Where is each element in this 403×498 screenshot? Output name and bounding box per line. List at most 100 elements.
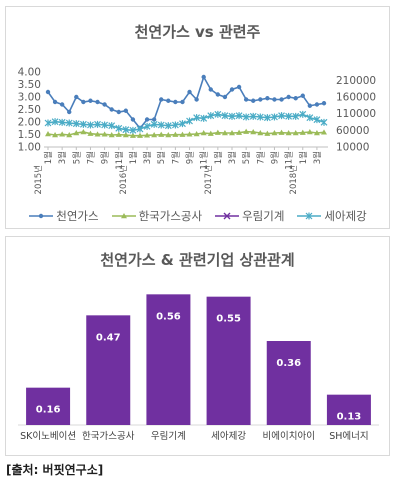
series-point-lng	[144, 117, 150, 122]
series-point-seah	[72, 120, 80, 128]
bar-category-label-3: 세아제강	[211, 431, 246, 442]
bar-chart-plot: 0.16 SK이노베이션 0.47 한국가스공사 0.56 우림기계 0.55 세아제강 0.3…	[18, 294, 379, 442]
series-point-seah	[313, 116, 321, 124]
series-point-lng	[265, 96, 270, 101]
x-tick-label-14: 5월	[241, 151, 252, 164]
series-point-lng	[279, 97, 284, 102]
series-point-lng	[194, 97, 199, 102]
series-point-seah	[65, 119, 73, 127]
series-point-kogas	[179, 131, 186, 137]
series-point-lng	[293, 96, 298, 101]
series-point-seah	[186, 117, 193, 125]
bar-category-label-2: 우림기계	[151, 430, 186, 442]
series-point-seah	[115, 124, 123, 132]
series-point-kogas	[59, 131, 66, 137]
x-tick-label-2: 5월	[71, 151, 82, 164]
x-tick-label-10: 9월	[185, 151, 196, 164]
series-point-lng	[159, 97, 164, 102]
bar-value-label-0: 0.16	[36, 405, 61, 416]
series-point-lng	[67, 109, 72, 115]
series-point-lng	[180, 99, 185, 105]
series-point-kogas	[200, 130, 207, 136]
legend-item-kogas: 한국가스공사	[111, 208, 202, 224]
series-point-kogas	[214, 129, 221, 135]
bar-value-label-5: 0.13	[337, 412, 362, 423]
bar-5	[326, 394, 371, 425]
series-point-kogas	[115, 131, 122, 137]
series-point-kogas	[229, 130, 235, 136]
series-point-lng	[74, 94, 79, 100]
series-point-lng	[59, 102, 65, 107]
series-point-seah	[122, 126, 130, 134]
x-tick-label-17: 11월	[284, 151, 295, 170]
series-point-kogas	[250, 129, 257, 135]
series-line-seah	[47, 113, 325, 132]
series-point-kogas	[165, 132, 172, 138]
left-axis-tick-5: 3.50	[18, 79, 41, 91]
series-point-kogas	[158, 131, 165, 137]
x-tick-label-19: 3월	[312, 151, 323, 164]
bar-category-label-0: SK이노베이션	[20, 431, 76, 442]
right-axis-tick-2: 110000	[336, 108, 376, 120]
right-axis-tick-4: 210000	[336, 75, 376, 87]
line-chart-legend: 천연가스 한국가스공사 우림기계 세아제강	[6, 207, 389, 225]
series-point-kogas	[292, 130, 299, 136]
series-point-seah	[58, 118, 66, 126]
line-chart-panel: 천연가스 vs 관련주 1.00 1.50 2.00 2.50 3.00 3.50 4.00…	[5, 6, 390, 229]
x-tick-label-3: 7월	[85, 151, 96, 164]
series-point-kogas	[221, 130, 228, 136]
series-point-lng	[251, 98, 256, 103]
legend-label-woorim: 우림기계	[242, 209, 285, 223]
bar-value-label-4: 0.36	[276, 358, 301, 369]
x-tick-label-6: 1월	[128, 151, 139, 164]
bar-1	[86, 315, 131, 425]
bar-4	[266, 341, 311, 425]
series-point-lng	[215, 92, 221, 97]
series-point-seah	[271, 113, 278, 121]
series-point-seah	[235, 112, 243, 120]
series-point-kogas	[144, 132, 151, 138]
x-tick-label-1: 3월	[57, 151, 68, 164]
series-point-lng	[173, 99, 178, 105]
series-point-lng	[286, 94, 291, 100]
x-tick-label-15: 7월	[255, 151, 266, 164]
bar-0	[26, 387, 71, 425]
legend-symbol	[305, 212, 313, 220]
legend-marker-seah	[297, 212, 322, 220]
series-point-seah	[242, 113, 250, 121]
series-point-lng	[258, 97, 263, 102]
series-point-seah	[306, 114, 314, 122]
series-point-seah	[278, 112, 285, 120]
series-point-lng	[300, 93, 305, 98]
series-point-kogas	[73, 130, 80, 136]
series-point-seah	[101, 121, 109, 129]
series-point-seah	[214, 110, 222, 118]
legend-marker-woorim	[215, 212, 240, 220]
series-point-lng	[243, 97, 249, 102]
series-point-seah	[51, 118, 59, 126]
bar-value-label-1: 0.47	[96, 332, 121, 343]
series-point-kogas	[243, 128, 250, 134]
series-point-kogas	[52, 132, 59, 138]
left-axis-tick-3: 2.50	[18, 104, 41, 116]
series-point-lng	[130, 117, 136, 122]
series-point-kogas	[207, 130, 214, 136]
legend-item-woorim: 우림기계	[214, 208, 284, 224]
bar-2	[146, 294, 191, 425]
series-point-kogas	[87, 130, 94, 136]
right-axis-tick-3: 160000	[336, 92, 376, 104]
series-point-kogas	[172, 131, 179, 137]
legend-marker-kogas	[111, 213, 136, 219]
series-point-lng	[151, 117, 157, 122]
series-point-seah	[285, 112, 293, 120]
series-point-lng	[88, 98, 93, 103]
series-point-lng	[166, 98, 171, 103]
series-point-kogas	[257, 130, 264, 136]
series-point-kogas	[306, 129, 313, 135]
line-chart-title: 천연가스 vs 관련주	[134, 23, 261, 41]
x-tick-label-4: 9월	[100, 151, 111, 164]
left-axis-tick-0: 1.00	[18, 142, 41, 154]
x-tick-label-13: 3월	[227, 151, 238, 164]
series-point-seah	[263, 114, 271, 122]
series-point-seah	[108, 122, 116, 130]
